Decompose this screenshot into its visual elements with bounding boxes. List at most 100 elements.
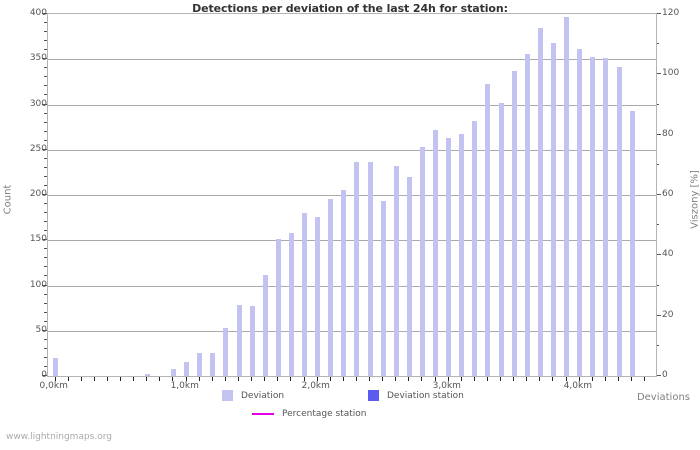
y-axis-left-tick <box>44 311 47 313</box>
bar <box>262 274 268 376</box>
bar <box>485 83 491 376</box>
bar <box>341 189 347 376</box>
x-axis-tick-label: 0,0km <box>39 381 68 391</box>
x-axis-tick <box>552 376 553 381</box>
y-axis-left-tick <box>44 302 47 304</box>
y-axis-right-tick <box>656 194 661 195</box>
y-axis-left-tick <box>44 248 47 250</box>
legend-item-deviation[interactable]: Deviation <box>222 390 284 401</box>
x-axis-tick <box>408 376 409 381</box>
y-axis-left-tick <box>44 49 47 51</box>
y-axis-left-tick <box>44 320 47 322</box>
x-axis-title: Deviations <box>636 392 690 403</box>
x-axis-tick <box>579 376 580 381</box>
x-axis-tick <box>566 376 567 381</box>
y-axis-right-tick-label: 80 <box>662 128 674 139</box>
y-axis-left-tick-label: 0 <box>41 370 47 380</box>
bar <box>446 138 452 376</box>
x-axis-tick-label: 1,0km <box>170 381 199 391</box>
bar <box>564 16 570 376</box>
plot-area <box>47 13 657 377</box>
bar <box>459 134 465 376</box>
bar <box>433 129 439 376</box>
legend-label-percentage-station: Percentage station <box>282 409 367 419</box>
bar <box>354 162 360 376</box>
x-axis-tick <box>435 376 436 381</box>
x-axis-tick <box>304 376 305 381</box>
x-axis-tick-label: 3,0km <box>432 381 461 391</box>
y-axis-left-tick <box>44 275 47 277</box>
y-axis-left-tick <box>44 166 47 168</box>
y-axis-right-tick-label: 0 <box>662 370 668 380</box>
x-axis-tick <box>369 376 370 381</box>
bar <box>603 58 609 376</box>
x-axis-tick <box>605 376 606 381</box>
bar <box>210 353 216 376</box>
y-axis-left-tick <box>44 40 47 42</box>
y-axis-left-tick <box>44 230 47 232</box>
y-axis-left-tick <box>44 31 47 33</box>
y-axis-left-tick <box>44 139 47 141</box>
x-axis-tick <box>146 376 147 381</box>
x-axis-tick <box>238 376 239 381</box>
x-axis-tick <box>55 376 56 381</box>
y-axis-left-tick-label: 350 <box>29 53 47 64</box>
y-axis-left-tick <box>42 58 47 60</box>
x-axis-tick <box>199 376 200 381</box>
y-axis-right-tick <box>656 43 659 45</box>
x-axis-tick <box>212 376 213 381</box>
x-axis-tick <box>277 376 278 381</box>
bar <box>550 42 556 376</box>
y-axis-left-tick <box>44 365 47 367</box>
bar <box>524 53 530 376</box>
x-axis-tick-label: 4,0km <box>563 381 592 391</box>
x-axis-tick <box>644 376 645 381</box>
y-axis-right-tick-label: 40 <box>662 249 674 260</box>
x-axis-tick <box>526 376 527 381</box>
x-axis-tick <box>81 376 82 381</box>
y-axis-left-tick <box>44 67 47 69</box>
y-axis-left-tick <box>42 239 47 241</box>
gridline <box>48 330 656 332</box>
x-axis-tick <box>448 376 449 381</box>
x-axis-tick <box>120 376 121 381</box>
x-axis-tick <box>290 376 291 381</box>
y-axis-left-tick <box>44 293 47 295</box>
x-axis-tick <box>133 376 134 381</box>
bar <box>472 120 478 376</box>
y-axis-right-tick <box>656 284 659 286</box>
y-axis-left-tick <box>44 347 47 349</box>
x-axis-tick <box>225 376 226 381</box>
y-axis-right-label: Viszony [%] <box>689 170 700 229</box>
legend-swatch-percentage-station <box>252 413 274 415</box>
y-axis-left-tick <box>42 148 47 150</box>
bar <box>367 161 373 376</box>
bar <box>393 166 399 376</box>
bar <box>288 233 294 376</box>
gridline <box>48 240 656 242</box>
legend-item-percentage-station[interactable]: Percentage station <box>252 409 366 419</box>
bar <box>249 306 255 376</box>
y-axis-right-tick-label: 120 <box>662 8 680 18</box>
gridline <box>48 104 656 106</box>
y-axis-right-tick <box>656 224 659 226</box>
bar <box>590 57 596 376</box>
x-axis-tick <box>631 376 632 381</box>
y-axis-left-tick <box>44 157 47 159</box>
chart-title: Detections per deviation of the last 24h… <box>192 2 508 15</box>
bar <box>144 374 150 376</box>
bar <box>629 110 635 376</box>
y-axis-left-tick <box>42 103 47 105</box>
gridline <box>48 195 656 196</box>
y-axis-right-tick <box>656 133 661 135</box>
x-axis-tick <box>264 376 265 381</box>
x-axis-tick <box>356 376 357 381</box>
gridline <box>48 59 656 61</box>
y-axis-right-tick <box>656 254 661 256</box>
x-axis-tick <box>94 376 95 381</box>
bar <box>170 368 176 376</box>
y-axis-left-tick-label: 250 <box>29 143 47 154</box>
legend-item-deviation-station[interactable]: Deviation station <box>368 390 464 401</box>
y-axis-right-tick <box>656 314 661 316</box>
y-axis-left-tick <box>44 221 47 223</box>
